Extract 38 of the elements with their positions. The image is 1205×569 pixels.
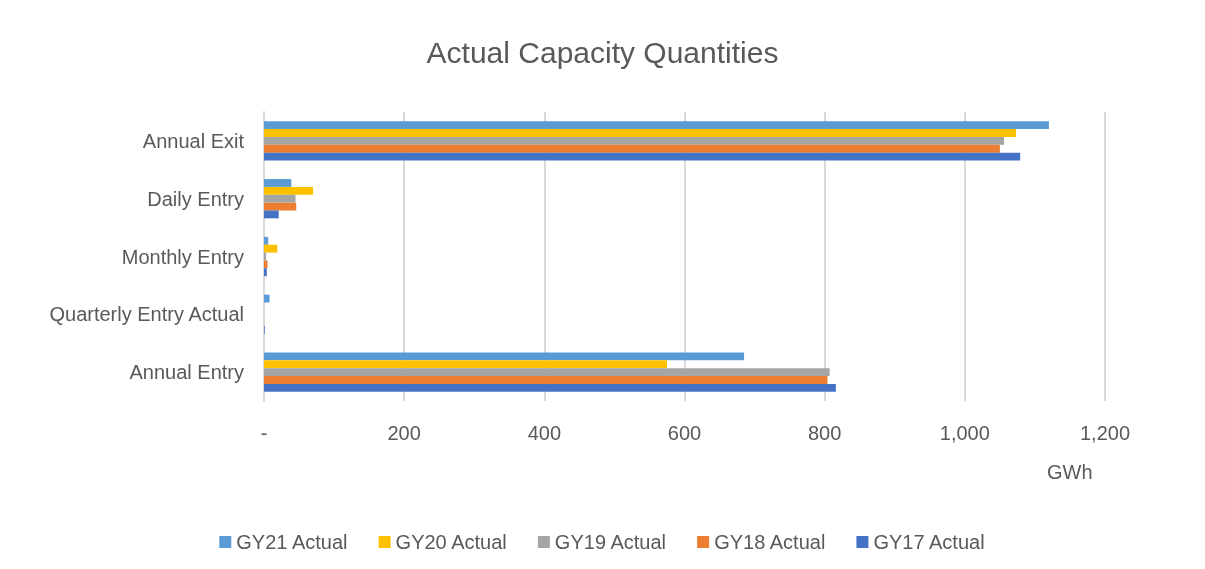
x-tick-label: 1,200 [1079,422,1131,444]
x-tick-label: 400 [527,422,562,444]
bar [264,383,836,392]
bar [264,136,1005,145]
legend-label: GY17 Actual [873,531,985,553]
bar [264,210,279,219]
bar [264,268,267,277]
bar [264,368,830,377]
bar [264,121,1049,130]
bar [264,179,292,187]
bar [264,244,278,253]
x-tick-label: 1,000 [939,422,990,444]
x-tick-label: 600 [667,422,702,444]
x-tick-label: 200 [387,422,421,444]
x-tick-label: - [260,422,268,444]
bar [264,294,270,303]
bar [264,194,296,203]
y-tick-label: Daily Entry [147,187,244,210]
x-tick-label: 800 [807,422,842,444]
bar [264,376,828,384]
legend-label: GY19 Actual [554,531,667,553]
legend-label: GY18 Actual [714,531,826,553]
bar [264,144,1000,153]
legend-label: GY21 Actual [236,531,348,553]
y-tick-label: Monthly Entry [121,245,244,268]
bar [264,360,667,369]
bar [264,186,314,195]
y-tick-label: Annual Entry [129,361,244,384]
bar [264,129,1016,137]
bar [264,260,268,269]
y-tick-label: Annual Exit [142,129,245,152]
chart-title: Actual Capacity Quantities [426,35,779,69]
legend-label: GY20 Actual [395,531,507,553]
bar [264,352,745,361]
bar [264,236,269,245]
y-tick-label: Quarterly Entry Actual [49,303,244,326]
x-axis-title: GWh [1047,461,1093,483]
bar [264,152,1021,161]
